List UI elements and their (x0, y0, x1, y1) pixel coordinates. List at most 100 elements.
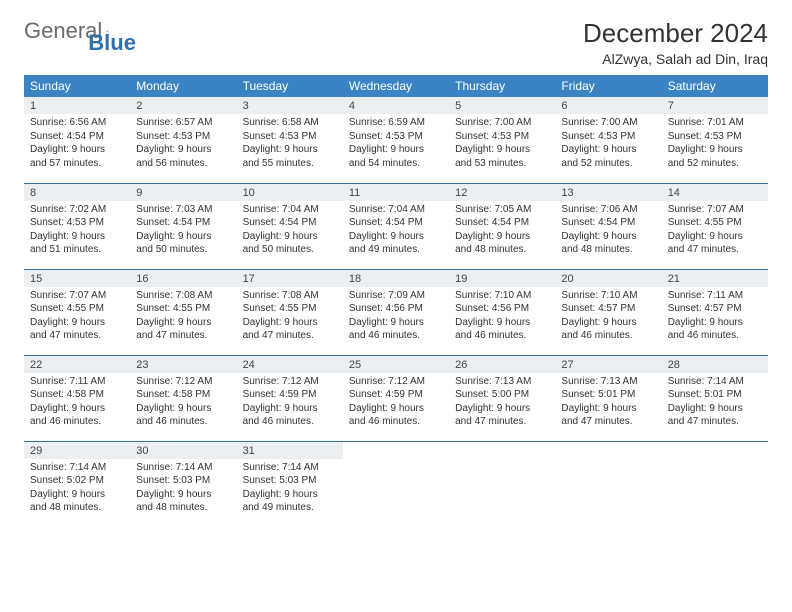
sunrise-line: Sunrise: 6:58 AM (243, 116, 337, 130)
sunset-line: Sunset: 4:54 PM (349, 216, 443, 230)
day-number: 20 (555, 270, 661, 287)
day-number: 16 (130, 270, 236, 287)
sunset-line: Sunset: 4:53 PM (455, 130, 549, 144)
sunset-line: Sunset: 4:53 PM (30, 216, 124, 230)
calendar-row: 22Sunrise: 7:11 AMSunset: 4:58 PMDayligh… (24, 355, 768, 441)
daylight-line: Daylight: 9 hours and 57 minutes. (30, 143, 124, 170)
day-number: 31 (237, 442, 343, 459)
sunrise-line: Sunrise: 7:14 AM (30, 461, 124, 475)
calendar-cell: 12Sunrise: 7:05 AMSunset: 4:54 PMDayligh… (449, 183, 555, 269)
daylight-line: Daylight: 9 hours and 47 minutes. (561, 402, 655, 429)
logo-text-2: Blue (88, 30, 136, 56)
sunrise-line: Sunrise: 7:08 AM (136, 289, 230, 303)
calendar-cell: 21Sunrise: 7:11 AMSunset: 4:57 PMDayligh… (662, 269, 768, 355)
daylight-line: Daylight: 9 hours and 47 minutes. (30, 316, 124, 343)
sunrise-line: Sunrise: 7:02 AM (30, 203, 124, 217)
sunrise-line: Sunrise: 7:07 AM (668, 203, 762, 217)
cell-body: Sunrise: 7:14 AMSunset: 5:01 PMDaylight:… (662, 373, 768, 433)
daylight-line: Daylight: 9 hours and 48 minutes. (30, 488, 124, 515)
cell-body: Sunrise: 7:09 AMSunset: 4:56 PMDaylight:… (343, 287, 449, 347)
day-header: Tuesday (237, 75, 343, 97)
day-header-row: Sunday Monday Tuesday Wednesday Thursday… (24, 75, 768, 97)
sunrise-line: Sunrise: 7:00 AM (455, 116, 549, 130)
day-number: 9 (130, 184, 236, 201)
logo: General Blue (24, 18, 186, 44)
sunrise-line: Sunrise: 7:13 AM (561, 375, 655, 389)
day-number: 18 (343, 270, 449, 287)
sunset-line: Sunset: 4:59 PM (349, 388, 443, 402)
day-number: 30 (130, 442, 236, 459)
daylight-line: Daylight: 9 hours and 47 minutes. (243, 316, 337, 343)
month-title: December 2024 (583, 18, 768, 49)
cell-body: Sunrise: 7:12 AMSunset: 4:58 PMDaylight:… (130, 373, 236, 433)
cell-body: Sunrise: 6:59 AMSunset: 4:53 PMDaylight:… (343, 114, 449, 174)
sunset-line: Sunset: 4:59 PM (243, 388, 337, 402)
sunrise-line: Sunrise: 7:06 AM (561, 203, 655, 217)
sunrise-line: Sunrise: 7:09 AM (349, 289, 443, 303)
calendar-cell (343, 441, 449, 527)
cell-body: Sunrise: 7:11 AMSunset: 4:57 PMDaylight:… (662, 287, 768, 347)
sunrise-line: Sunrise: 7:10 AM (455, 289, 549, 303)
day-number: 28 (662, 356, 768, 373)
sunrise-line: Sunrise: 6:57 AM (136, 116, 230, 130)
cell-body: Sunrise: 7:04 AMSunset: 4:54 PMDaylight:… (343, 201, 449, 261)
sunset-line: Sunset: 4:55 PM (30, 302, 124, 316)
day-number: 13 (555, 184, 661, 201)
cell-body: Sunrise: 7:00 AMSunset: 4:53 PMDaylight:… (555, 114, 661, 174)
day-number: 10 (237, 184, 343, 201)
day-number: 22 (24, 356, 130, 373)
cell-body: Sunrise: 7:14 AMSunset: 5:03 PMDaylight:… (130, 459, 236, 519)
daylight-line: Daylight: 9 hours and 50 minutes. (136, 230, 230, 257)
calendar-cell: 17Sunrise: 7:08 AMSunset: 4:55 PMDayligh… (237, 269, 343, 355)
calendar-cell: 2Sunrise: 6:57 AMSunset: 4:53 PMDaylight… (130, 97, 236, 183)
daylight-line: Daylight: 9 hours and 50 minutes. (243, 230, 337, 257)
sunset-line: Sunset: 4:58 PM (136, 388, 230, 402)
sunrise-line: Sunrise: 7:00 AM (561, 116, 655, 130)
daylight-line: Daylight: 9 hours and 51 minutes. (30, 230, 124, 257)
sunset-line: Sunset: 5:01 PM (561, 388, 655, 402)
day-number: 11 (343, 184, 449, 201)
sunrise-line: Sunrise: 7:05 AM (455, 203, 549, 217)
sunrise-line: Sunrise: 7:13 AM (455, 375, 549, 389)
day-number: 19 (449, 270, 555, 287)
cell-body: Sunrise: 7:14 AMSunset: 5:02 PMDaylight:… (24, 459, 130, 519)
cell-body: Sunrise: 7:07 AMSunset: 4:55 PMDaylight:… (662, 201, 768, 261)
sunset-line: Sunset: 4:53 PM (349, 130, 443, 144)
calendar-cell: 9 Sunrise: 7:03 AMSunset: 4:54 PMDaylight… (130, 183, 236, 269)
calendar-cell: 7Sunrise: 7:01 AMSunset: 4:53 PMDaylight… (662, 97, 768, 183)
sunset-line: Sunset: 4:54 PM (136, 216, 230, 230)
calendar-cell: 1Sunrise: 6:56 AMSunset: 4:54 PMDaylight… (24, 97, 130, 183)
sunset-line: Sunset: 4:54 PM (30, 130, 124, 144)
calendar-cell: 28Sunrise: 7:14 AMSunset: 5:01 PMDayligh… (662, 355, 768, 441)
calendar-cell: 25Sunrise: 7:12 AMSunset: 4:59 PMDayligh… (343, 355, 449, 441)
daylight-line: Daylight: 9 hours and 52 minutes. (668, 143, 762, 170)
day-number: 12 (449, 184, 555, 201)
daylight-line: Daylight: 9 hours and 53 minutes. (455, 143, 549, 170)
sunrise-line: Sunrise: 7:12 AM (136, 375, 230, 389)
calendar-cell: 13Sunrise: 7:06 AMSunset: 4:54 PMDayligh… (555, 183, 661, 269)
calendar-cell: 8Sunrise: 7:02 AMSunset: 4:53 PMDaylight… (24, 183, 130, 269)
daylight-line: Daylight: 9 hours and 55 minutes. (243, 143, 337, 170)
sunset-line: Sunset: 4:53 PM (561, 130, 655, 144)
sunrise-line: Sunrise: 7:10 AM (561, 289, 655, 303)
daylight-line: Daylight: 9 hours and 49 minutes. (243, 488, 337, 515)
day-number: 23 (130, 356, 236, 373)
cell-body: Sunrise: 7:07 AMSunset: 4:55 PMDaylight:… (24, 287, 130, 347)
daylight-line: Daylight: 9 hours and 46 minutes. (455, 316, 549, 343)
day-number: 26 (449, 356, 555, 373)
cell-body: Sunrise: 6:56 AMSunset: 4:54 PMDaylight:… (24, 114, 130, 174)
calendar-cell: 5Sunrise: 7:00 AMSunset: 4:53 PMDaylight… (449, 97, 555, 183)
day-number: 7 (662, 97, 768, 114)
sunset-line: Sunset: 4:55 PM (136, 302, 230, 316)
calendar-row: 29Sunrise: 7:14 AMSunset: 5:02 PMDayligh… (24, 441, 768, 527)
daylight-line: Daylight: 9 hours and 48 minutes. (561, 230, 655, 257)
sunrise-line: Sunrise: 7:03 AM (136, 203, 230, 217)
header: General Blue December 2024 AlZwya, Salah… (24, 18, 768, 67)
daylight-line: Daylight: 9 hours and 46 minutes. (30, 402, 124, 429)
sunset-line: Sunset: 5:00 PM (455, 388, 549, 402)
day-number: 2 (130, 97, 236, 114)
day-number: 1 (24, 97, 130, 114)
calendar-cell: 11Sunrise: 7:04 AMSunset: 4:54 PMDayligh… (343, 183, 449, 269)
calendar-cell (449, 441, 555, 527)
day-number: 6 (555, 97, 661, 114)
